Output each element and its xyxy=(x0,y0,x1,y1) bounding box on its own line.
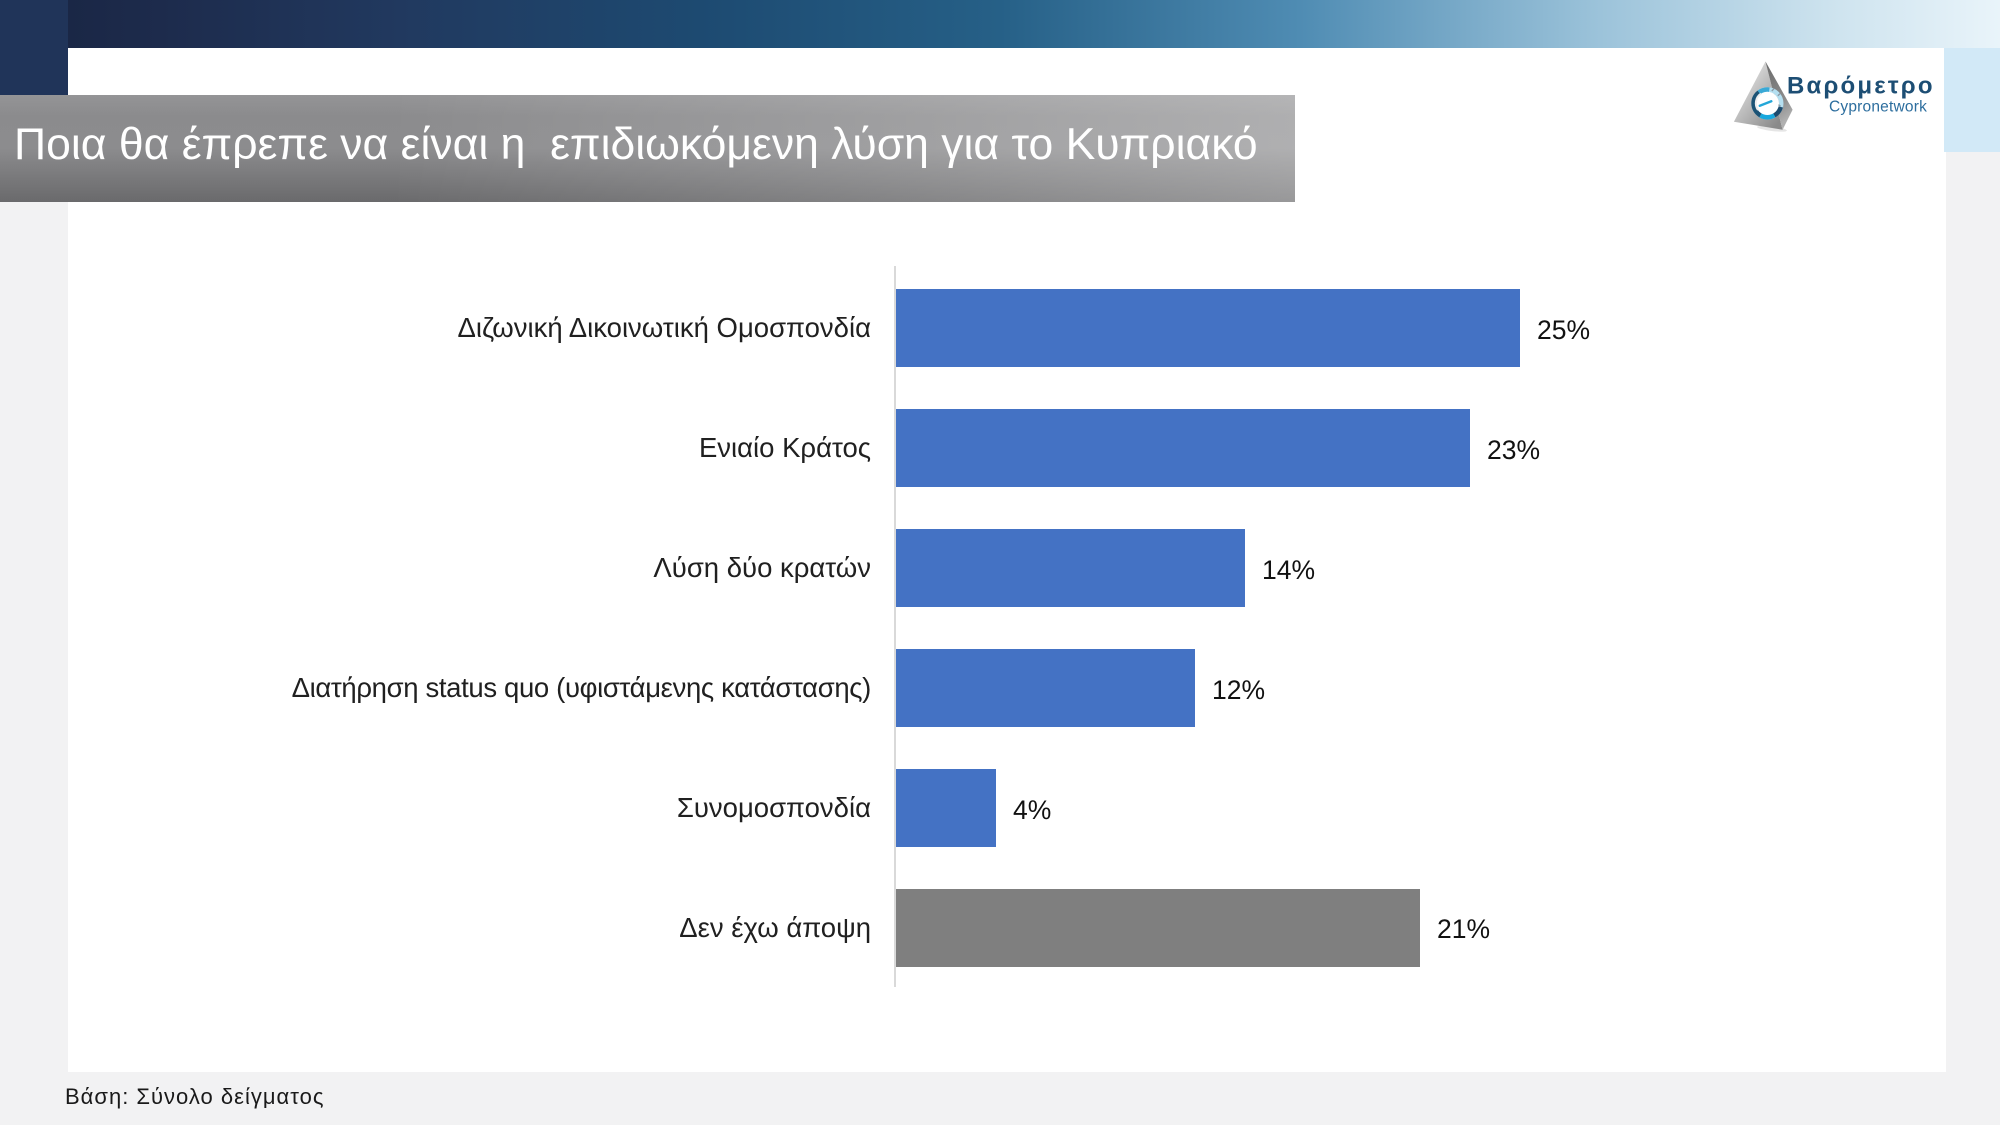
svg-text:Cypronetwork: Cypronetwork xyxy=(1829,98,1927,115)
svg-text:Βαρόμετρο: Βαρόμετρο xyxy=(1787,73,1935,100)
